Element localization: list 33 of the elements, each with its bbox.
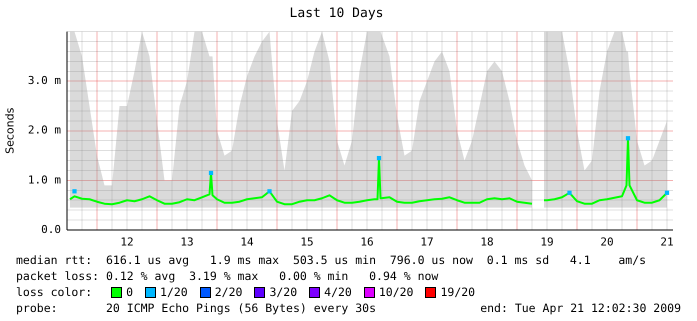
x-tick-label: 21 bbox=[660, 235, 674, 248]
x-tick-label: 17 bbox=[420, 235, 434, 248]
point bbox=[664, 190, 670, 195]
x-tick-label: 16 bbox=[360, 235, 374, 248]
text: probe: 20 ICMP Echo Pings (56 Bytes) every 30s bbox=[16, 300, 376, 316]
point bbox=[626, 136, 630, 140]
y-tick-label: 0.0 bbox=[41, 222, 61, 236]
point bbox=[567, 190, 572, 195]
x-tick-label: 12 bbox=[120, 235, 134, 248]
legend-label: 10/20 bbox=[378, 284, 414, 300]
legend-label: 1/20 bbox=[160, 284, 188, 300]
x-tick-label: 14 bbox=[240, 235, 254, 248]
y-tick-label: 2.0 m bbox=[28, 124, 62, 137]
x-tick-label: 15 bbox=[300, 235, 314, 248]
legend-label: 19/20 bbox=[440, 284, 476, 300]
point bbox=[72, 189, 77, 194]
legend-label: 4/20 bbox=[324, 284, 352, 300]
y-tick-label: 3.0 m bbox=[28, 74, 62, 88]
legend-label: 3/20 bbox=[269, 284, 298, 300]
legend-label: 2/20 bbox=[214, 284, 242, 300]
legend-label: 0 bbox=[126, 284, 134, 300]
legend-title: loss color: bbox=[16, 284, 94, 300]
text: median rtt: 616.1 us avg 1.9 ms max 503.5 us min 796.0 us now 0.1 ms sd 4.1 am/s bbox=[16, 252, 648, 268]
y-axis-title: Seconds bbox=[3, 107, 16, 154]
text: end: Tue Apr 21 12:02:30 2009 bbox=[480, 300, 681, 316]
point bbox=[267, 189, 272, 194]
y-tick-label: 1.0 m bbox=[28, 173, 62, 186]
text: packet loss: 0.12 % avg 3.19 % max 0.00 % min 0.94 % now bbox=[16, 268, 440, 284]
x-tick-label: 18 bbox=[480, 235, 494, 248]
chart-title: Last 10 Days bbox=[290, 6, 384, 22]
x-tick-label: 13 bbox=[180, 235, 194, 248]
x-tick-label: 19 bbox=[540, 235, 554, 248]
x-tick-label: 20 bbox=[600, 235, 614, 248]
